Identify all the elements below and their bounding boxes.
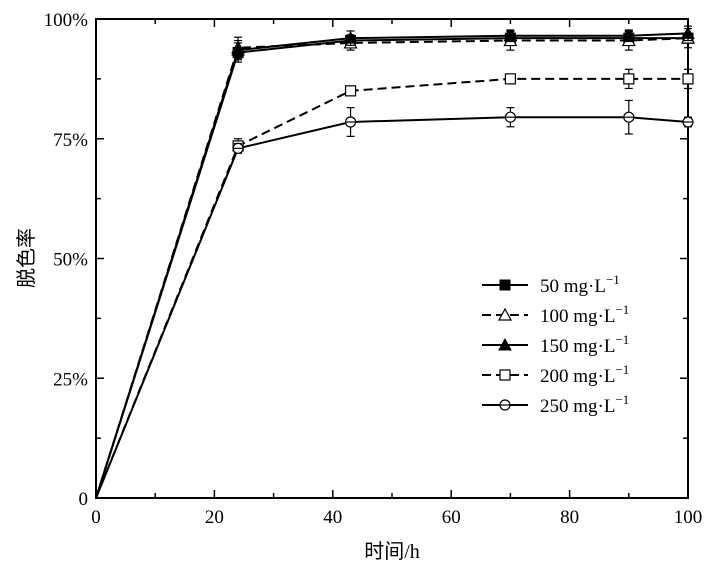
legend-item-4: 200 mg·L−1	[482, 362, 629, 387]
marker-filled-square	[499, 279, 511, 291]
legend-label-superscript: −1	[606, 272, 620, 287]
axes: 0 20 40 60 80 100 0 25% 50% 75% 100%	[44, 10, 703, 528]
plot-frame	[95, 18, 689, 499]
x-tick-label: 40	[323, 507, 342, 528]
legend-label: 50 mg·L−1	[540, 272, 620, 297]
marker-open-square	[504, 73, 516, 85]
legend-label-text: 150 mg·L	[540, 336, 615, 357]
x-tick-label: 80	[560, 507, 579, 528]
x-tick-label: 20	[205, 507, 224, 528]
series-2	[95, 27, 696, 499]
marker-open-circle	[232, 142, 244, 154]
x-axis-label: 时间/h	[364, 540, 420, 563]
marker-filled-triangle	[231, 43, 245, 56]
marker-filled-triangle	[498, 337, 512, 351]
legend-item-2: 100 mg·L−1	[482, 302, 629, 327]
legend-label-text: 100 mg·L	[540, 306, 615, 327]
legend-label: 250 mg·L−1	[540, 392, 629, 417]
y-tick-label: 25%	[53, 369, 88, 390]
series-3	[95, 25, 695, 499]
series-line	[95, 37, 689, 499]
legend-item-3: 150 mg·L−1	[482, 332, 629, 357]
marker-filled-triangle	[343, 31, 358, 44]
x-tick-label: 100	[674, 507, 703, 528]
x-tick-label: 0	[91, 507, 101, 528]
y-tick-label: 0	[79, 489, 89, 510]
y-tick-label: 50%	[53, 250, 88, 271]
y-tick-label: 75%	[53, 130, 88, 151]
series-line	[95, 32, 689, 499]
legend-label: 200 mg·L−1	[540, 362, 629, 387]
legend-item-1: 50 mg·L−1	[482, 272, 620, 297]
legend-label: 100 mg·L−1	[540, 302, 629, 327]
marker-open-circle	[344, 116, 357, 128]
legend-item-5: 250 mg·L−1	[482, 392, 629, 417]
marker-open-circle	[682, 116, 694, 128]
legend-label-superscript: −1	[615, 302, 629, 317]
series-layer	[95, 25, 696, 499]
legend-label-superscript: −1	[615, 332, 629, 347]
marker-open-square	[682, 73, 694, 85]
marker-open-triangle	[497, 307, 513, 321]
legend-label-superscript: −1	[615, 362, 629, 377]
marker-filled-triangle	[621, 28, 636, 42]
y-tick-label: 100%	[44, 10, 89, 31]
x-tick-label: 60	[442, 507, 461, 528]
y-axis-label: 脱色率	[15, 228, 38, 288]
marker-open-square	[499, 369, 511, 381]
marker-open-square	[623, 73, 635, 85]
marker-filled-triangle	[503, 28, 518, 42]
marker-filled-triangle	[681, 26, 695, 39]
series-5	[95, 99, 694, 499]
marker-open-circle	[499, 399, 511, 411]
series-line	[95, 116, 689, 499]
series-1	[95, 31, 694, 499]
legend-label-superscript: −1	[615, 392, 629, 407]
series-line	[95, 37, 688, 499]
legend-label-text: 250 mg·L	[540, 396, 615, 417]
legend-label-text: 50 mg·L	[540, 276, 606, 297]
legend-label: 150 mg·L−1	[540, 332, 629, 357]
marker-open-circle	[623, 111, 635, 123]
marker-open-square	[344, 85, 357, 97]
legend-label-text: 200 mg·L	[540, 366, 615, 387]
marker-open-circle	[504, 111, 516, 123]
